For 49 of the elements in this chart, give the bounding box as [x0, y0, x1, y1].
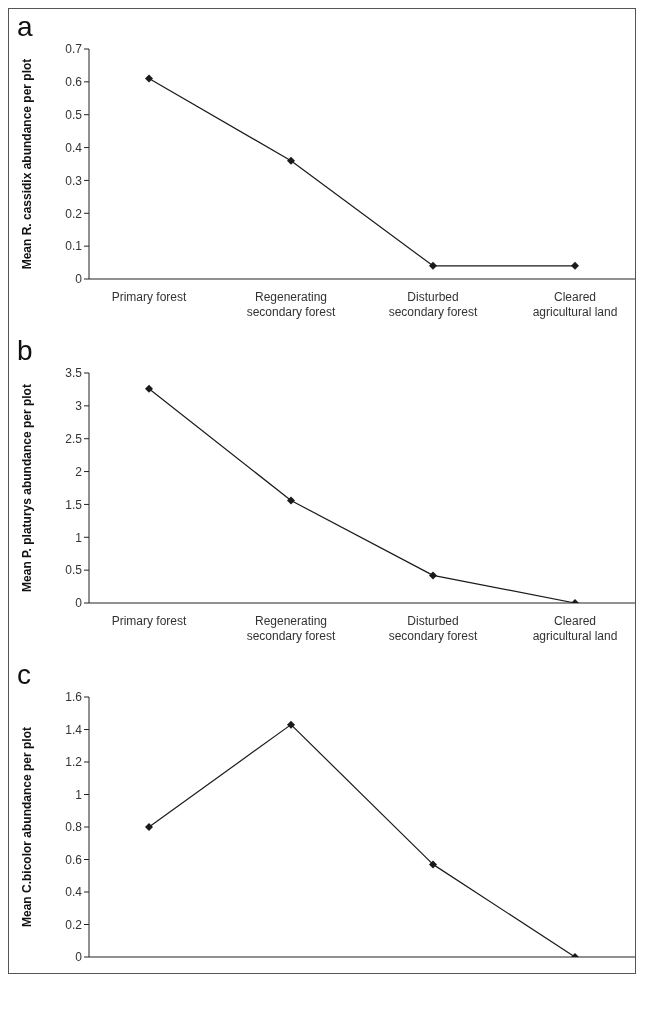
chart-title: c: [17, 659, 31, 691]
y-tick-label: 1.5: [65, 497, 83, 512]
y-tick-label: 2: [75, 464, 83, 479]
x-tick-label: Primary forest: [111, 290, 187, 304]
y-tick-label: 2.5: [65, 431, 83, 446]
point: [145, 823, 153, 831]
y-tick-label: 3: [75, 399, 83, 414]
y-tick-label: 0.4: [65, 885, 83, 900]
x-tick-label: Cleared agricultural land: [532, 614, 618, 643]
y-tick-label: 0: [75, 950, 83, 965]
y-tick-label: 1.6: [65, 690, 83, 705]
point: [571, 261, 579, 270]
x-tick-label: Primary forest: [111, 614, 187, 628]
x-tick-label: Disturbed secondary forest: [388, 290, 479, 319]
x-tick-label: Cleared agricultural land: [532, 290, 618, 319]
y-axis-title: Mean C.bicolor abundance per plot: [20, 726, 35, 928]
y-tick-label: 0.2: [65, 206, 83, 221]
y-tick-label: 0.2: [65, 917, 83, 932]
y-tick-label: 1.4: [65, 722, 83, 737]
y-tick-label: 0.4: [65, 140, 83, 155]
point: [429, 860, 437, 869]
y-tick-label: 0.1: [65, 239, 83, 254]
point: [287, 496, 295, 505]
y-tick-label: 0.6: [65, 852, 83, 867]
x-tick-label: Regenerating secondary forest: [246, 290, 337, 319]
x-tick-label: Regenerating secondary forest: [246, 614, 337, 643]
point: [287, 720, 295, 729]
chart-title: b: [17, 335, 33, 367]
y-tick-label: 0.6: [65, 75, 83, 90]
y-tick-label: 0.7: [65, 42, 83, 57]
point: [145, 384, 153, 393]
y-axis-title: Mean R. cassidix abundance per plot: [20, 58, 35, 270]
point: [145, 74, 153, 83]
point: [429, 571, 437, 580]
point: [429, 261, 437, 270]
y-tick-label: 0: [75, 272, 83, 287]
y-tick-label: 0: [75, 596, 83, 611]
y-tick-label: 1: [75, 530, 83, 545]
y-tick-label: 1: [75, 787, 83, 802]
point: [287, 156, 295, 165]
y-axis-title: Mean P. platurys abundance per plot: [20, 384, 35, 592]
y-tick-label: 0.3: [65, 173, 83, 188]
y-tick-label: 0.8: [65, 820, 83, 835]
x-tick-label: Disturbed secondary forest: [388, 614, 479, 643]
y-tick-label: 0.5: [65, 107, 83, 122]
y-tick-label: 0.5: [65, 563, 83, 578]
chart-title: a: [17, 11, 33, 43]
y-tick-label: 3.5: [65, 366, 83, 381]
y-tick-label: 1.2: [65, 755, 83, 770]
